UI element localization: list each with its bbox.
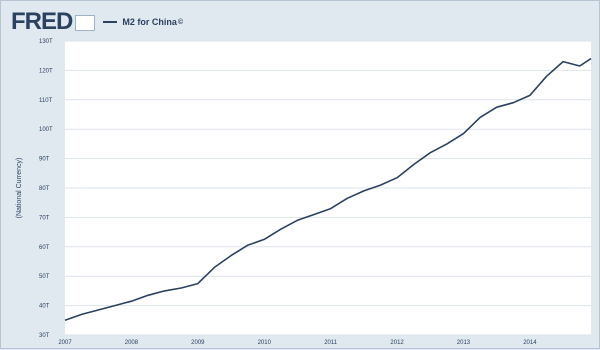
y-tick-label: 30T [39, 333, 50, 339]
x-tick-label: 2007 [58, 340, 72, 346]
grid-lines [65, 40, 591, 336]
y-axis-title: (National Currency) [16, 158, 23, 219]
series-group [64, 57, 592, 322]
y-tick-label: 80T [39, 186, 50, 192]
legend-series-marker: © [177, 18, 184, 26]
legend: M2 for China © [103, 17, 183, 27]
y-tick-label: 120T [39, 68, 53, 74]
y-tick-label: 100T [39, 127, 53, 133]
x-tick-label: 2008 [125, 340, 139, 346]
y-tick-label: 70T [39, 215, 50, 221]
fred-graph-icon [75, 15, 96, 31]
fred-logo[interactable]: FRED [11, 8, 73, 35]
x-tick-label: 2009 [191, 340, 205, 346]
y-tick-label: 50T [39, 274, 50, 280]
y-tick-label: 130T [39, 39, 53, 45]
chart-header: FRED M2 for China © [11, 9, 183, 35]
y-axis-ticks: 30T 40T 50T 60T 70T 80T 90T 100T 110T 120T 130T [39, 39, 53, 339]
x-tick-label: 2011 [324, 340, 338, 346]
legend-line-swatch [103, 21, 118, 23]
legend-series-label: M2 for China [122, 17, 177, 27]
y-tick-label: 40T [39, 304, 50, 310]
x-tick-label: 2012 [390, 340, 404, 346]
y-tick-label: 60T [39, 245, 50, 251]
x-tick-label: 2010 [258, 340, 272, 346]
x-axis-ticks: 2007 2008 2009 2010 2011 2012 2013 2014 [58, 340, 537, 346]
x-tick-label: 2014 [523, 340, 537, 346]
x-tick-label: 2013 [457, 340, 471, 346]
series-line [64, 57, 592, 322]
y-tick-label: 90T [39, 157, 50, 163]
y-tick-label: 110T [39, 98, 53, 104]
